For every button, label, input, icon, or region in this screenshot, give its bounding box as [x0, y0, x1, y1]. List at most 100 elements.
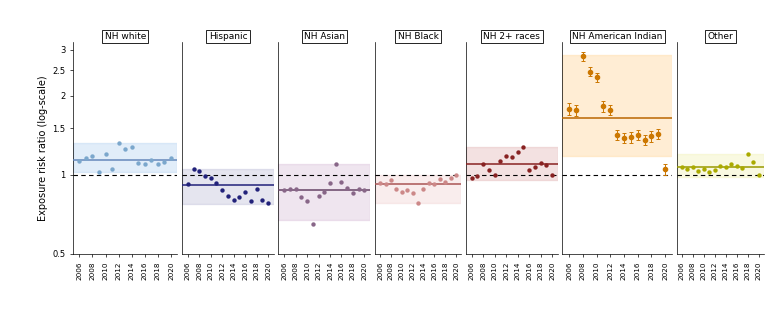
Point	[278, 188, 290, 193]
Point	[546, 172, 558, 177]
Point	[158, 159, 170, 164]
Point	[687, 164, 699, 170]
Title: NH Black: NH Black	[398, 32, 439, 41]
Point	[483, 168, 495, 173]
Point	[417, 187, 429, 192]
Point	[412, 200, 424, 205]
Point	[495, 158, 507, 163]
Point	[139, 161, 151, 166]
Point	[703, 170, 716, 175]
Point	[505, 154, 518, 159]
Bar	[677, 154, 764, 177]
Point	[93, 170, 105, 175]
Point	[737, 165, 749, 171]
Point	[714, 163, 727, 168]
Title: NH American Indian: NH American Indian	[572, 32, 662, 41]
Point	[465, 176, 478, 181]
Point	[535, 160, 547, 165]
Bar	[466, 148, 558, 180]
Point	[379, 181, 392, 187]
Point	[429, 181, 441, 187]
Point	[500, 153, 512, 158]
Point	[692, 169, 704, 174]
Point	[295, 195, 307, 200]
Point	[450, 172, 462, 177]
Point	[233, 195, 246, 200]
Point	[113, 140, 125, 146]
Point	[216, 188, 228, 193]
Point	[165, 155, 177, 160]
Point	[80, 155, 92, 160]
Point	[152, 161, 164, 166]
Point	[199, 173, 211, 178]
Point	[730, 163, 743, 168]
Title: NH white: NH white	[104, 32, 146, 41]
Point	[132, 160, 144, 165]
Y-axis label: Exposure risk ratio (log-scale): Exposure risk ratio (log-scale)	[38, 75, 48, 221]
Title: Other: Other	[707, 32, 733, 41]
Point	[182, 181, 194, 187]
Point	[193, 169, 205, 174]
Point	[477, 161, 489, 166]
Point	[187, 166, 200, 172]
Point	[540, 162, 552, 167]
Point	[681, 166, 694, 172]
Point	[358, 188, 370, 193]
Bar	[73, 143, 177, 172]
Point	[422, 180, 435, 186]
Point	[517, 145, 529, 150]
Bar	[279, 164, 370, 220]
Point	[106, 166, 118, 172]
Point	[753, 172, 765, 177]
Point	[445, 176, 457, 181]
Point	[401, 188, 413, 193]
Point	[222, 193, 234, 199]
Point	[747, 159, 760, 164]
Point	[698, 166, 710, 172]
Point	[86, 153, 98, 158]
Point	[301, 199, 313, 204]
Title: Hispanic: Hispanic	[209, 32, 247, 41]
Title: NH 2+ races: NH 2+ races	[483, 32, 541, 41]
Point	[227, 197, 240, 202]
Point	[528, 164, 541, 170]
Point	[374, 180, 386, 186]
Point	[204, 176, 217, 181]
Point	[257, 197, 269, 202]
Point	[318, 189, 330, 194]
Point	[210, 180, 223, 186]
Point	[472, 173, 484, 178]
Point	[329, 161, 342, 166]
Point	[324, 180, 336, 186]
Point	[488, 172, 501, 177]
Point	[250, 187, 263, 192]
Point	[119, 147, 131, 152]
Point	[742, 151, 754, 156]
Bar	[182, 169, 273, 204]
Point	[145, 157, 157, 162]
Point	[347, 190, 359, 196]
Point	[676, 164, 688, 170]
Title: NH Asian: NH Asian	[304, 32, 345, 41]
Point	[439, 179, 452, 184]
Point	[396, 189, 408, 194]
Point	[385, 178, 397, 183]
Point	[720, 164, 732, 170]
Point	[313, 193, 325, 199]
Point	[126, 144, 138, 149]
Bar	[375, 175, 462, 203]
Point	[341, 185, 353, 190]
Point	[725, 161, 737, 166]
Point	[709, 168, 721, 173]
Point	[390, 187, 402, 192]
Point	[353, 187, 365, 192]
Point	[99, 151, 111, 156]
Point	[306, 221, 319, 226]
Point	[336, 179, 348, 184]
Point	[290, 187, 302, 192]
Point	[511, 150, 524, 155]
Point	[73, 158, 85, 163]
Point	[523, 168, 535, 173]
Point	[262, 200, 274, 205]
Point	[239, 189, 251, 194]
